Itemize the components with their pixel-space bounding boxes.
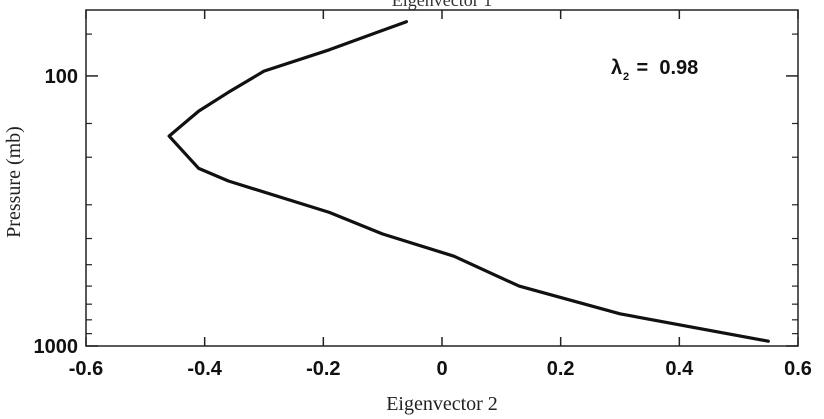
lambda-annotation: λ 2 = 0.98 <box>611 57 698 83</box>
x-axis-ticks <box>85 10 799 346</box>
series-line <box>167 20 770 343</box>
x-tick-label: 0.4 <box>665 358 694 380</box>
y-axis-ticks <box>86 33 798 347</box>
chart-title: Eigenvector 1 <box>392 0 492 10</box>
x-axis-label: Eigenvector 2 <box>386 393 498 415</box>
annotation-subscript: 2 <box>623 71 629 83</box>
x-axis-tick-labels: -0.6 -0.4 -0.2 0 0.2 0.4 0.6 <box>69 358 812 380</box>
x-tick-label: -0.4 <box>187 358 222 380</box>
y-axis-label: Pressure (mb) <box>3 126 25 238</box>
y-tick-label: 100 <box>45 66 78 88</box>
x-tick-label: -0.2 <box>306 358 340 380</box>
annotation-symbol: λ <box>611 57 622 79</box>
x-tick-label: 0.2 <box>547 358 575 380</box>
x-tick-label: -0.6 <box>69 358 103 380</box>
y-axis-tick-labels: 100 1000 <box>34 66 79 358</box>
x-tick-label: 0 <box>436 358 447 380</box>
annotation-value: = 0.98 <box>631 57 698 79</box>
y-tick-label: 1000 <box>34 336 79 358</box>
x-tick-label: 0.6 <box>784 358 812 380</box>
